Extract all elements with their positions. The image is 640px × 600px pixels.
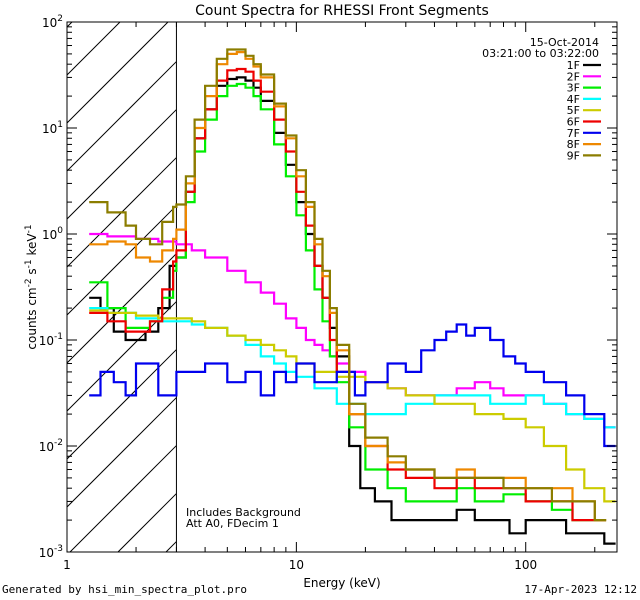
y-axis-label-main: counts cm	[25, 287, 39, 349]
hatch-line	[66, 21, 169, 124]
legend-date: 15-Oct-2014	[530, 36, 599, 49]
series-layer	[89, 48, 616, 545]
footer-timestamp: 17-Apr-2023 12:12	[524, 583, 637, 596]
footer-generated-by: Generated by hsi_min_spectra_plot.pro	[2, 583, 248, 596]
legend-label-6f: 6F	[567, 116, 580, 129]
legend-label-7f: 7F	[567, 127, 580, 140]
hatch-line	[117, 493, 177, 553]
legend-label-4f: 4F	[567, 93, 580, 106]
y-axis-label-kev: keV	[25, 233, 39, 260]
x-tick-label: 10	[289, 558, 304, 572]
y-tick-label: 10-1	[39, 332, 63, 348]
y-tick-label: 100	[42, 226, 63, 242]
y-tick-label: 10-2	[39, 438, 63, 454]
annotation-attenuator: Att A0, FDecim 1	[186, 517, 279, 530]
y-tick-label: 10-3	[39, 544, 63, 560]
hatch-line	[66, 205, 177, 316]
attenuator-hatch-region	[66, 21, 177, 553]
legend-label-1f: 1F	[567, 59, 580, 72]
legend-label-3f: 3F	[567, 82, 580, 95]
plot-frame	[66, 21, 618, 553]
x-tick-label: 1	[63, 558, 71, 572]
chart-title: Count Spectra for RHESSI Front Segments	[195, 3, 489, 19]
hatch-line	[66, 21, 121, 76]
x-axis-tick-labels: 1 10 100	[63, 558, 537, 572]
hatch-line	[165, 541, 177, 553]
y-axis-label-exp-s: -1	[24, 259, 34, 268]
hatch-line	[66, 397, 177, 508]
series-line-3f	[89, 82, 607, 522]
hatch-line	[66, 61, 177, 172]
series-line-2f	[89, 232, 616, 429]
legend-label-2f: 2F	[567, 70, 580, 83]
legend-label-9f: 9F	[567, 149, 580, 162]
series-line-7f	[89, 323, 616, 448]
hatch-line	[66, 21, 73, 28]
legend-time-range: 03:21:00 to 03:22:00	[482, 47, 599, 60]
y-tick-label: 101	[42, 120, 63, 136]
y-axis-label-s: s	[25, 268, 39, 278]
y-axis-label-exp-cm: -2	[24, 278, 34, 287]
y-axis-tick-labels: 10-3 10-2 10-1 100 101 102	[39, 14, 64, 560]
x-axis-label: Energy (keV)	[303, 576, 380, 590]
y-axis-label-exp-kev: -1	[24, 224, 34, 233]
hatch-line	[69, 445, 177, 553]
series-line-9f	[89, 48, 607, 522]
hatch-line	[66, 109, 177, 220]
y-axis-ticks	[67, 26, 617, 553]
annotation-background: Includes Background	[186, 506, 301, 519]
x-axis-ticks	[66, 22, 596, 552]
legend-label-5f: 5F	[567, 104, 580, 117]
x-tick-label: 100	[514, 558, 537, 572]
y-axis-label: counts cm-2 s-1 keV-1	[24, 224, 39, 349]
y-tick-label: 102	[42, 14, 63, 30]
legend-label-8f: 8F	[567, 138, 580, 151]
